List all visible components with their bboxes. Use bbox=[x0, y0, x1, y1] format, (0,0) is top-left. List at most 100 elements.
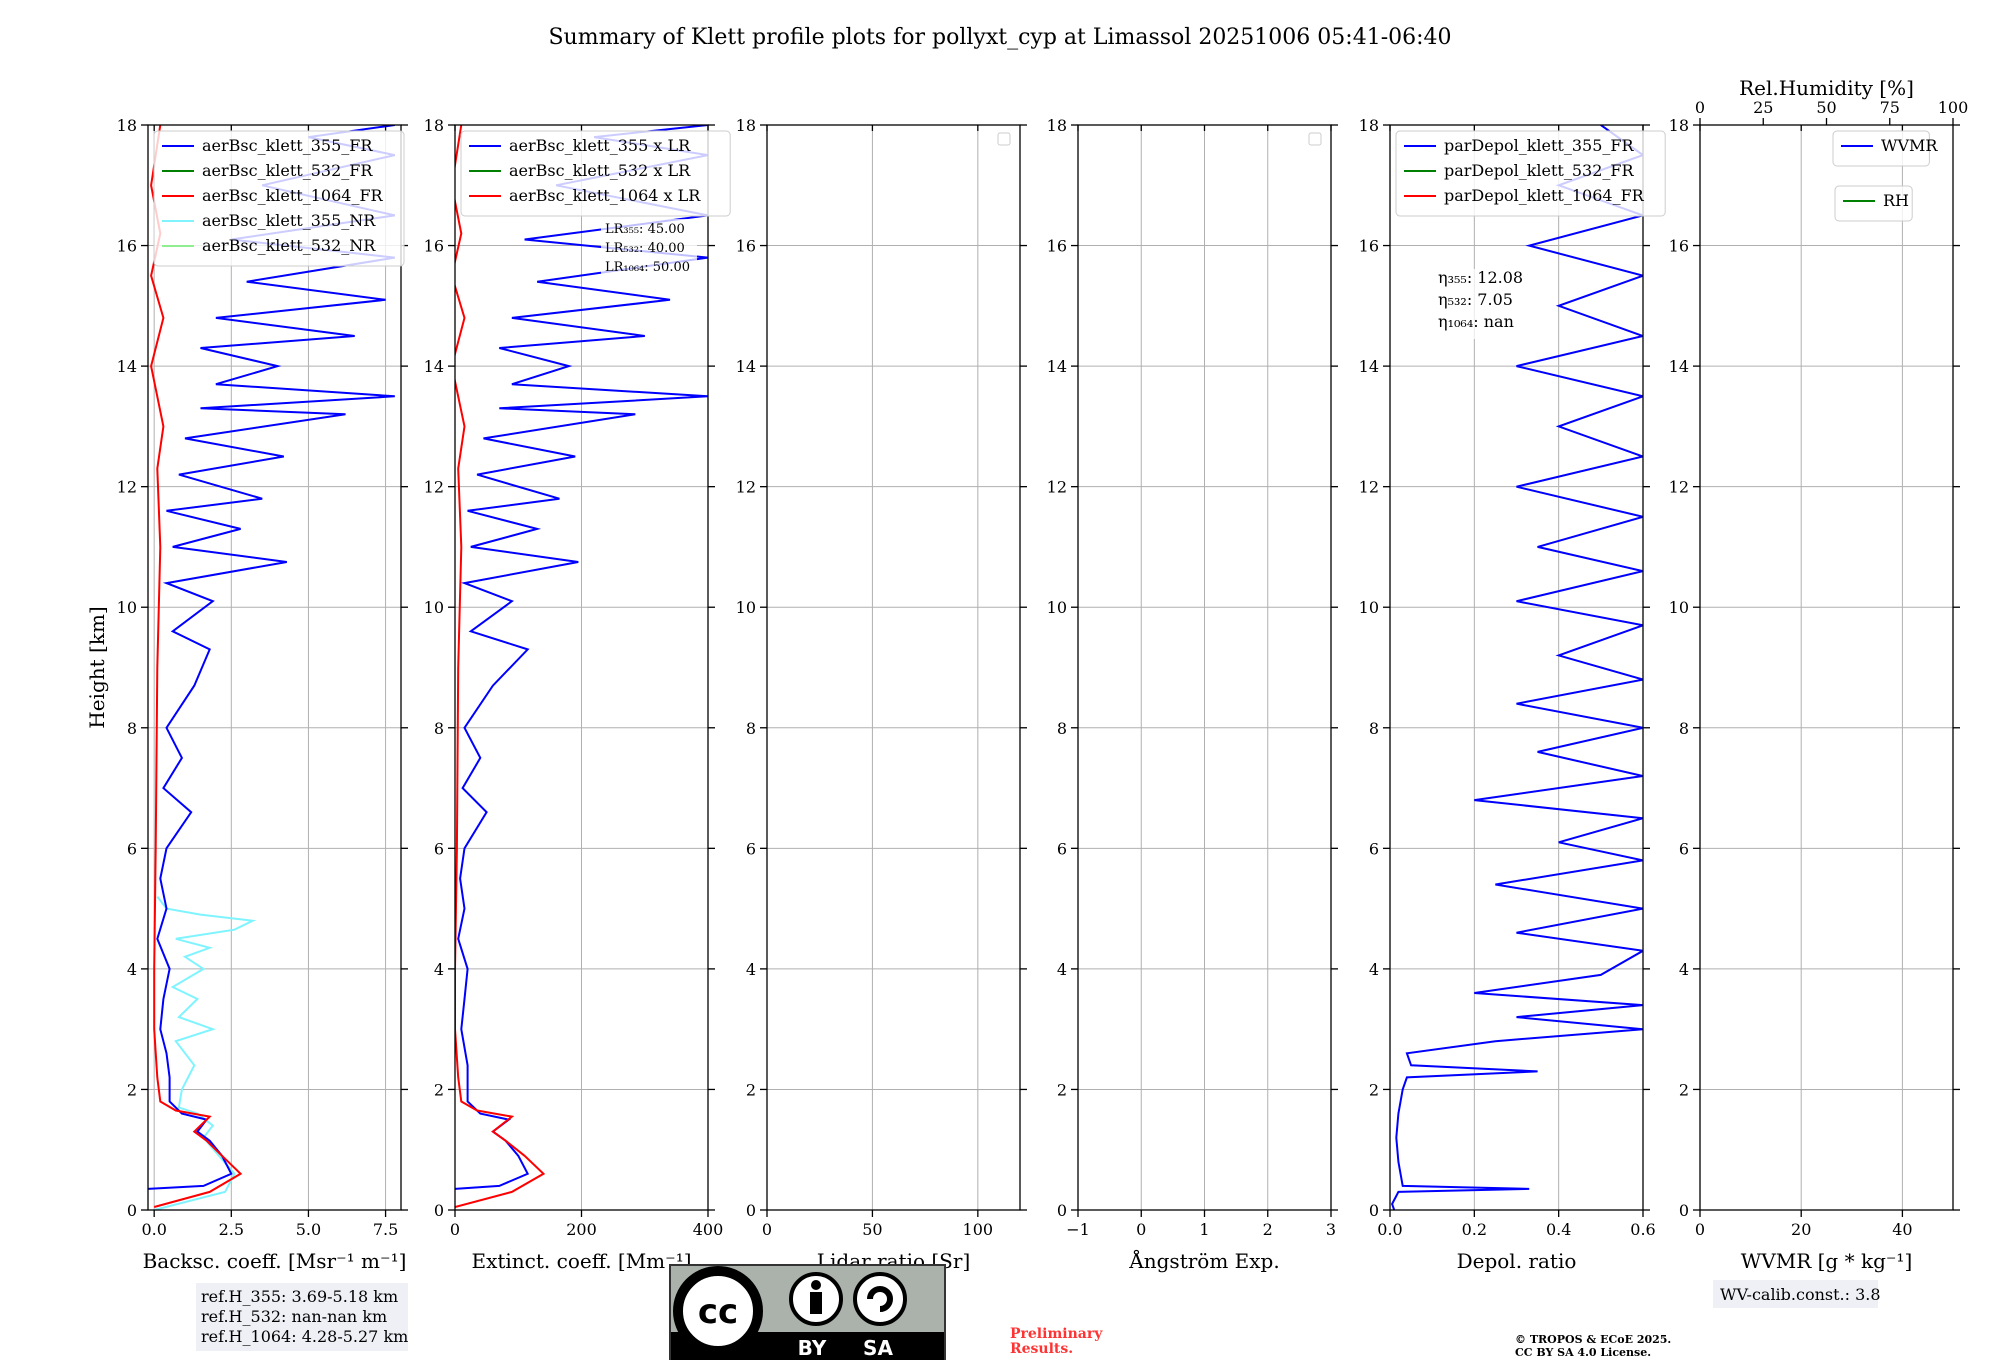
legend-entry: aerBsc_klett_1064 x LR bbox=[509, 186, 701, 205]
y-tick-label: 2 bbox=[127, 1080, 137, 1099]
y-tick-label: 6 bbox=[1057, 839, 1067, 858]
y-tick-label: 0 bbox=[127, 1201, 137, 1220]
legend-entry: aerBsc_klett_532_NR bbox=[202, 236, 376, 255]
y-tick-label: 16 bbox=[736, 237, 756, 256]
y-tick-label: 10 bbox=[117, 598, 137, 617]
legend-entry: aerBsc_klett_355_FR bbox=[202, 136, 373, 155]
y-tick-label: 10 bbox=[736, 598, 756, 617]
y-tick-label: 18 bbox=[424, 116, 444, 135]
annotation-line: LR₅₃₂: 40.00 bbox=[605, 241, 685, 256]
series-aerBsc_klett_1064 x LR bbox=[455, 125, 546, 1208]
sa-label: SA bbox=[863, 1336, 893, 1360]
legend2-wv: RH bbox=[1834, 185, 1913, 222]
legend-entry: aerBsc_klett_355 x LR bbox=[509, 136, 691, 155]
legend-entry: parDepol_klett_532_FR bbox=[1444, 161, 1635, 180]
legend-entry: RH bbox=[1883, 191, 1909, 210]
y-tick-label: 6 bbox=[1679, 839, 1689, 858]
axes-frame-lr bbox=[766, 124, 1021, 1211]
y-tick-label: 0 bbox=[746, 1201, 756, 1220]
legend-entry: WVMR bbox=[1881, 136, 1938, 155]
legend-wv: WVMR bbox=[1832, 130, 1938, 167]
y-tick-label: 8 bbox=[1369, 719, 1379, 738]
top-x-axis-label: Rel.Humidity [%] bbox=[1739, 76, 1914, 100]
y-tick-label: 2 bbox=[1369, 1080, 1379, 1099]
y-tick-label: 16 bbox=[1047, 237, 1067, 256]
y-tick-label: 14 bbox=[1359, 357, 1379, 376]
y-tick-label: 18 bbox=[1047, 116, 1067, 135]
y-tick-label: 10 bbox=[1359, 598, 1379, 617]
y-tick-label: 2 bbox=[1679, 1080, 1689, 1099]
legend-bsc: aerBsc_klett_355_FR aerBsc_klett_532_FRae… bbox=[153, 130, 405, 267]
copyright-line2: CC BY SA 4.0 License. bbox=[1515, 1346, 1651, 1359]
y-tick-label: 18 bbox=[1359, 116, 1379, 135]
y-tick-label: 2 bbox=[746, 1080, 756, 1099]
y-tick-label: 14 bbox=[117, 357, 137, 376]
cc-license-badge: cc BY SA bbox=[669, 1264, 946, 1360]
wv-calib-text: WV-calib.const.: 3.8 bbox=[1720, 1285, 1881, 1304]
y-tick-label: 6 bbox=[746, 839, 756, 858]
y-tick-label: 14 bbox=[1669, 357, 1689, 376]
y-tick-label: 12 bbox=[117, 478, 137, 497]
annotation-line: η₁₀₆₄: nan bbox=[1438, 312, 1514, 331]
preliminary-results-line2: Results. bbox=[1010, 1341, 1073, 1357]
y-tick-label: 18 bbox=[117, 116, 137, 135]
y-tick-label: 18 bbox=[1669, 116, 1689, 135]
y-tick-label: 8 bbox=[127, 719, 137, 738]
y-tick-label: 18 bbox=[736, 116, 756, 135]
y-tick-label: 4 bbox=[1057, 960, 1067, 979]
series-aerBsc_klett_1064_FR bbox=[150, 125, 243, 1208]
legend-entry: parDepol_klett_355_FR bbox=[1444, 136, 1635, 155]
empty-legend-marker bbox=[997, 132, 1011, 146]
legend-ext: aerBsc_klett_355 x LR aerBsc_klett_532 x … bbox=[460, 130, 731, 217]
y-tick-label: 14 bbox=[736, 357, 756, 376]
annotation-line: η₅₃₂: 7.05 bbox=[1438, 290, 1513, 309]
y-tick-label: 16 bbox=[117, 237, 137, 256]
y-tick-label: 4 bbox=[434, 960, 444, 979]
top-x-tick-label: 50 bbox=[1816, 98, 1836, 117]
y-tick-label: 12 bbox=[424, 478, 444, 497]
top-x-tick-label: 100 bbox=[1938, 98, 1969, 117]
cc-icon bbox=[673, 1266, 763, 1356]
y-tick-label: 12 bbox=[736, 478, 756, 497]
y-tick-label: 10 bbox=[424, 598, 444, 617]
y-tick-label: 4 bbox=[1679, 960, 1689, 979]
y-tick-label: 2 bbox=[434, 1080, 444, 1099]
y-tick-label: 6 bbox=[1369, 839, 1379, 858]
y-tick-label: 8 bbox=[746, 719, 756, 738]
cc-label: cc bbox=[698, 1292, 738, 1332]
y-tick-label: 8 bbox=[434, 719, 444, 738]
legend-entry: aerBsc_klett_532_FR bbox=[202, 161, 373, 180]
legend-entry: aerBsc_klett_355_NR bbox=[202, 211, 376, 230]
annotation-bg bbox=[601, 219, 697, 280]
x-tick-label: 7.5 bbox=[373, 1220, 398, 1239]
axes-frame-depol bbox=[1389, 124, 1644, 1211]
ref-height-box bbox=[196, 1283, 408, 1351]
annotation-line: LR₁₀₆₄: 50.00 bbox=[605, 260, 690, 275]
x-tick-label: 2 bbox=[1263, 1220, 1273, 1239]
x-tick-label: 0 bbox=[1695, 1220, 1705, 1239]
annotation-line: LR₃₅₅: 45.00 bbox=[605, 222, 685, 237]
legend-frame bbox=[1834, 185, 1913, 222]
x-tick-label: 0 bbox=[450, 1220, 460, 1239]
y-tick-label: 4 bbox=[746, 960, 756, 979]
y-tick-label: 10 bbox=[1047, 598, 1067, 617]
x-tick-label: 40 bbox=[1892, 1220, 1912, 1239]
series-parDepol_klett_355_FR bbox=[1391, 125, 1643, 1210]
x-tick-label: 0 bbox=[762, 1220, 772, 1239]
wv-calib-box bbox=[1713, 1280, 1878, 1308]
y-tick-label: 6 bbox=[127, 839, 137, 858]
y-tick-label: 10 bbox=[1669, 598, 1689, 617]
y-tick-label: 8 bbox=[1679, 719, 1689, 738]
y-tick-label: 16 bbox=[1359, 237, 1379, 256]
series-aerBsc_klett_355_FR bbox=[148, 125, 396, 1190]
y-tick-label: 8 bbox=[1057, 719, 1067, 738]
sa-arrow-icon bbox=[867, 1286, 893, 1312]
axes-frame-bsc bbox=[147, 124, 402, 1211]
legend-frame bbox=[153, 130, 405, 267]
x-tick-label: 0.6 bbox=[1630, 1220, 1655, 1239]
y-tick-label: 12 bbox=[1669, 478, 1689, 497]
panel-depol: 0.0 0.2 0.4 0.6 0 2 4 6 8 10 12 14 16 18 Depol. ratio p… bbox=[1359, 116, 1666, 1273]
x-axis-label: Backsc. coeff. [Msr⁻¹ m⁻¹] bbox=[143, 1249, 407, 1273]
x-axis-label: Extinct. coeff. [Mm⁻¹] bbox=[471, 1249, 691, 1273]
